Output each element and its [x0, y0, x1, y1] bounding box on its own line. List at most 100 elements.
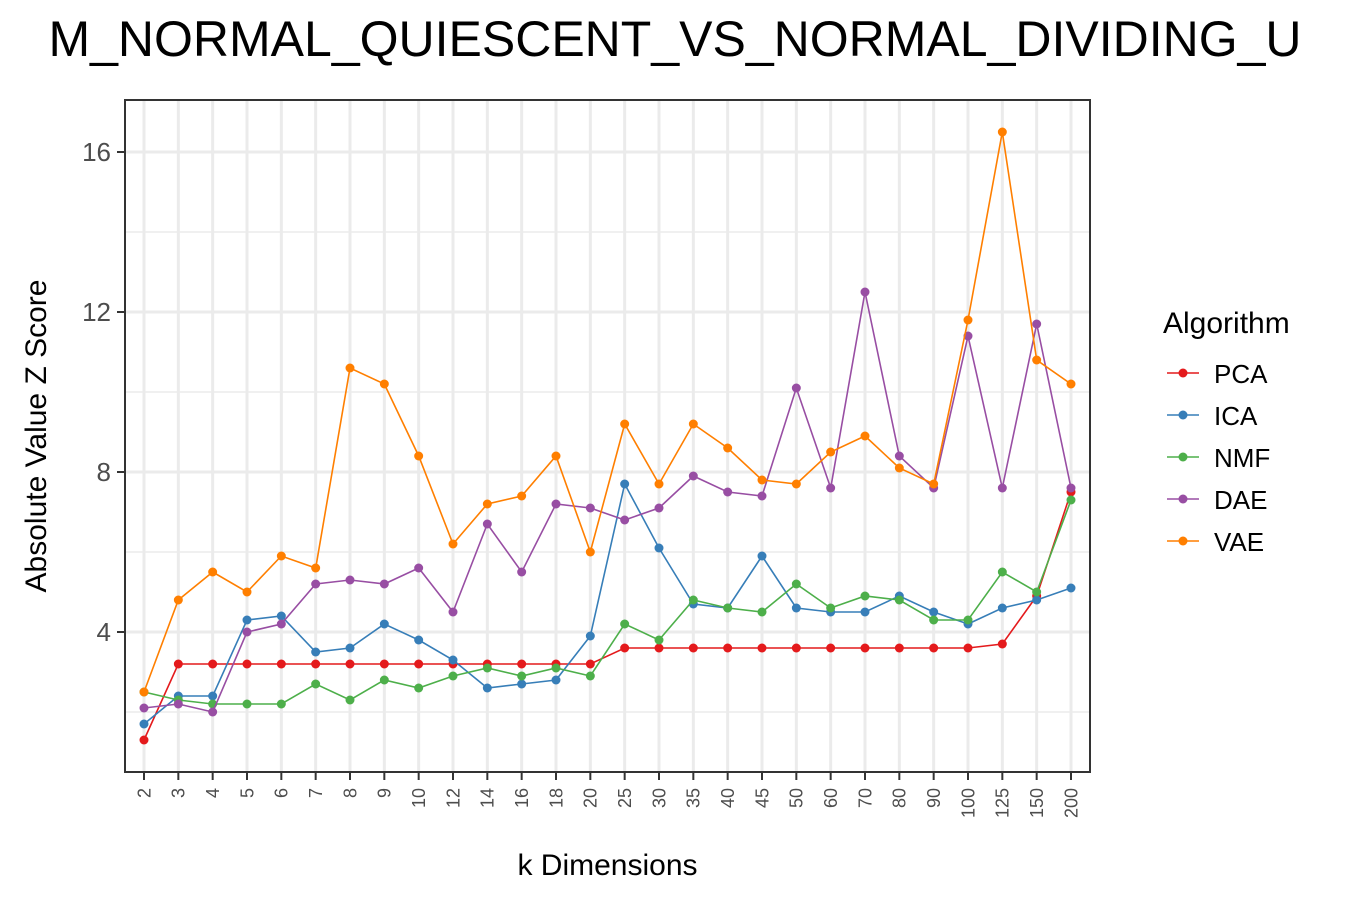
- legend-key-point: [1178, 368, 1188, 378]
- data-point-ica: [585, 631, 595, 641]
- y-tick-label: 16: [82, 137, 111, 167]
- legend-label: VAE: [1214, 527, 1264, 557]
- y-tick-label: 12: [82, 297, 111, 327]
- data-point-nmf: [311, 679, 321, 689]
- data-point-dae: [860, 287, 870, 297]
- data-point-pca: [414, 659, 424, 669]
- data-point-nmf: [414, 683, 424, 693]
- data-point-pca: [929, 643, 939, 653]
- data-point-nmf: [929, 615, 939, 625]
- data-point-dae: [345, 575, 355, 585]
- data-point-dae: [414, 563, 424, 573]
- data-point-ica: [345, 643, 355, 653]
- x-tick-label: 7: [306, 788, 326, 798]
- data-point-dae: [139, 703, 149, 713]
- data-point-pca: [139, 735, 149, 745]
- data-point-nmf: [585, 671, 595, 681]
- x-tick-label: 2: [134, 788, 154, 798]
- y-tick-label: 8: [97, 457, 111, 487]
- data-point-ica: [276, 611, 286, 621]
- data-point-dae: [448, 607, 458, 617]
- data-point-vae: [963, 315, 973, 325]
- data-point-dae: [585, 503, 595, 513]
- data-point-dae: [997, 483, 1007, 493]
- x-tick-label: 90: [924, 788, 944, 808]
- data-point-nmf: [242, 699, 252, 709]
- data-point-pca: [826, 643, 836, 653]
- data-point-vae: [139, 687, 149, 697]
- data-point-nmf: [276, 699, 286, 709]
- data-point-ica: [311, 647, 321, 657]
- x-tick-label: 150: [1027, 788, 1047, 818]
- data-point-vae: [551, 451, 561, 461]
- data-point-ica: [654, 543, 664, 553]
- data-point-pca: [585, 659, 595, 669]
- data-point-dae: [551, 499, 561, 509]
- panel-border: [124, 99, 1091, 773]
- data-point-nmf: [894, 595, 904, 605]
- data-point-nmf: [654, 635, 664, 645]
- data-point-nmf: [791, 579, 801, 589]
- data-point-dae: [311, 579, 321, 589]
- series-ica: [139, 479, 1076, 729]
- data-point-pca: [208, 659, 218, 669]
- legend-item-nmf: NMF: [1167, 443, 1270, 473]
- data-point-nmf: [1066, 495, 1076, 505]
- x-tick-label: 200: [1061, 788, 1081, 818]
- data-point-nmf: [517, 671, 527, 681]
- data-point-ica: [551, 675, 561, 685]
- data-point-vae: [1032, 355, 1042, 365]
- data-point-vae: [173, 595, 183, 605]
- y-tick-label: 4: [97, 617, 111, 647]
- data-point-nmf: [826, 603, 836, 613]
- x-tick-label: 25: [615, 788, 635, 808]
- legend-label: NMF: [1214, 443, 1270, 473]
- legend-label: PCA: [1214, 359, 1268, 389]
- x-tick-label: 6: [272, 788, 292, 798]
- data-point-pca: [757, 643, 767, 653]
- data-point-vae: [208, 567, 218, 577]
- data-point-vae: [688, 419, 698, 429]
- series-line-dae: [143, 291, 1072, 713]
- data-point-dae: [482, 519, 492, 529]
- x-axis-title: k Dimensions: [517, 849, 697, 882]
- data-point-dae: [688, 471, 698, 481]
- data-point-ica: [379, 619, 389, 629]
- data-point-ica: [791, 603, 801, 613]
- data-point-ica: [620, 479, 630, 489]
- series-line-nmf: [143, 499, 1072, 705]
- legend-item-ica: ICA: [1167, 401, 1258, 431]
- x-tick-label: 20: [581, 788, 601, 808]
- x-tick-label: 45: [752, 788, 772, 808]
- x-tick-label: 125: [993, 788, 1013, 818]
- x-tick-label: 12: [443, 788, 463, 808]
- legend-item-dae: DAE: [1167, 485, 1267, 515]
- data-point-dae: [1066, 483, 1076, 493]
- x-tick-label: 18: [546, 788, 566, 808]
- data-point-vae: [448, 539, 458, 549]
- data-point-pca: [517, 659, 527, 669]
- data-point-nmf: [345, 695, 355, 705]
- data-point-vae: [242, 587, 252, 597]
- data-point-nmf: [997, 567, 1007, 577]
- data-point-nmf: [1032, 587, 1042, 597]
- data-point-vae: [517, 491, 527, 501]
- x-tick-label: 8: [340, 788, 360, 798]
- legend-item-pca: PCA: [1167, 359, 1268, 389]
- data-point-pca: [173, 659, 183, 669]
- series-line-vae: [143, 131, 1072, 693]
- legend-key-point: [1178, 410, 1188, 420]
- data-point-ica: [208, 691, 218, 701]
- data-point-ica: [482, 683, 492, 693]
- data-point-ica: [139, 719, 149, 729]
- legend-title: Algorithm: [1163, 307, 1290, 340]
- series-line-ica: [143, 481, 1072, 725]
- data-point-ica: [448, 655, 458, 665]
- data-point-nmf: [551, 663, 561, 673]
- data-point-vae: [620, 419, 630, 429]
- data-point-nmf: [688, 595, 698, 605]
- data-point-vae: [585, 547, 595, 557]
- x-tick-label: 60: [821, 788, 841, 808]
- data-point-ica: [1066, 583, 1076, 593]
- x-tick-label: 50: [787, 788, 807, 808]
